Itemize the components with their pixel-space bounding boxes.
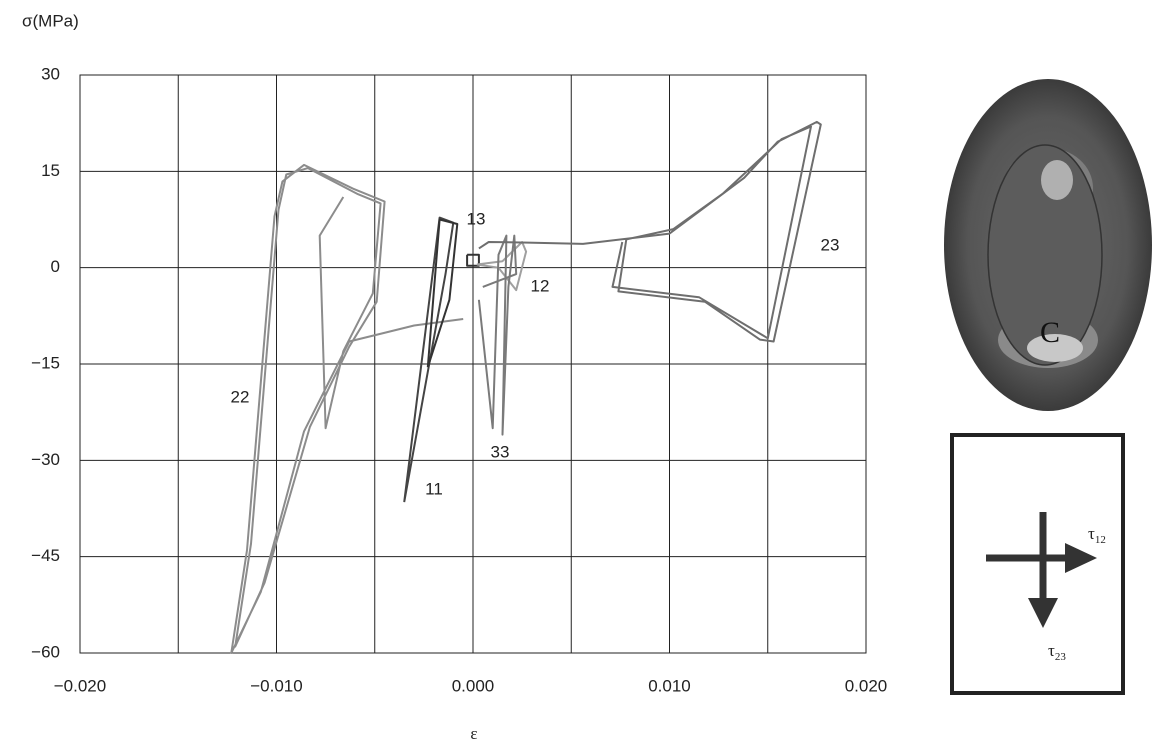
series-line: [428, 220, 479, 368]
y-tick-label: −45: [31, 546, 60, 565]
arrow-label: τ23: [1048, 641, 1066, 663]
highlight: [1041, 160, 1073, 200]
x-tick-label: 0.000: [452, 676, 495, 695]
series-label: 23: [821, 235, 840, 254]
y-tick-label: −30: [31, 450, 60, 469]
series-label: 12: [531, 276, 550, 295]
plot-area: −0.020 −0.010 0.000 0.010 0.020 30 15 0 −15 −30 −4…: [31, 64, 887, 695]
x-tick-label: −0.020: [54, 676, 106, 695]
subscript: 12: [1095, 534, 1106, 546]
inset: C τ12 τ23: [944, 79, 1152, 693]
y-tick-label: −60: [31, 642, 60, 661]
series-label: 11: [425, 479, 443, 498]
series-line: [479, 122, 821, 342]
y-tick-label: 15: [41, 161, 60, 180]
arrow-head: [1028, 598, 1058, 628]
series-label: 13: [467, 209, 486, 228]
x-tick-label: 0.010: [648, 676, 691, 695]
series-label: 22: [231, 387, 250, 406]
y-tick-label: 30: [41, 64, 60, 83]
series-line: [231, 165, 463, 653]
x-axis-label: ε: [470, 724, 477, 743]
chart: σ(MPa) ε −0.020 −0.010 0.000 0.010 0.020 30 15…: [0, 0, 1173, 750]
marker-label: C: [1040, 316, 1060, 349]
y-tick-label: −15: [31, 353, 60, 372]
subscript: 23: [1055, 651, 1067, 663]
arrow-label: τ12: [1088, 524, 1106, 546]
x-tick-label: −0.010: [250, 676, 302, 695]
legend-box: [952, 435, 1123, 693]
series-label: 33: [491, 442, 510, 461]
x-tick-label: 0.020: [845, 676, 888, 695]
arrow-head: [1065, 543, 1097, 573]
y-axis-label: σ(MPa): [22, 11, 79, 30]
y-tick-label: 0: [51, 257, 60, 276]
